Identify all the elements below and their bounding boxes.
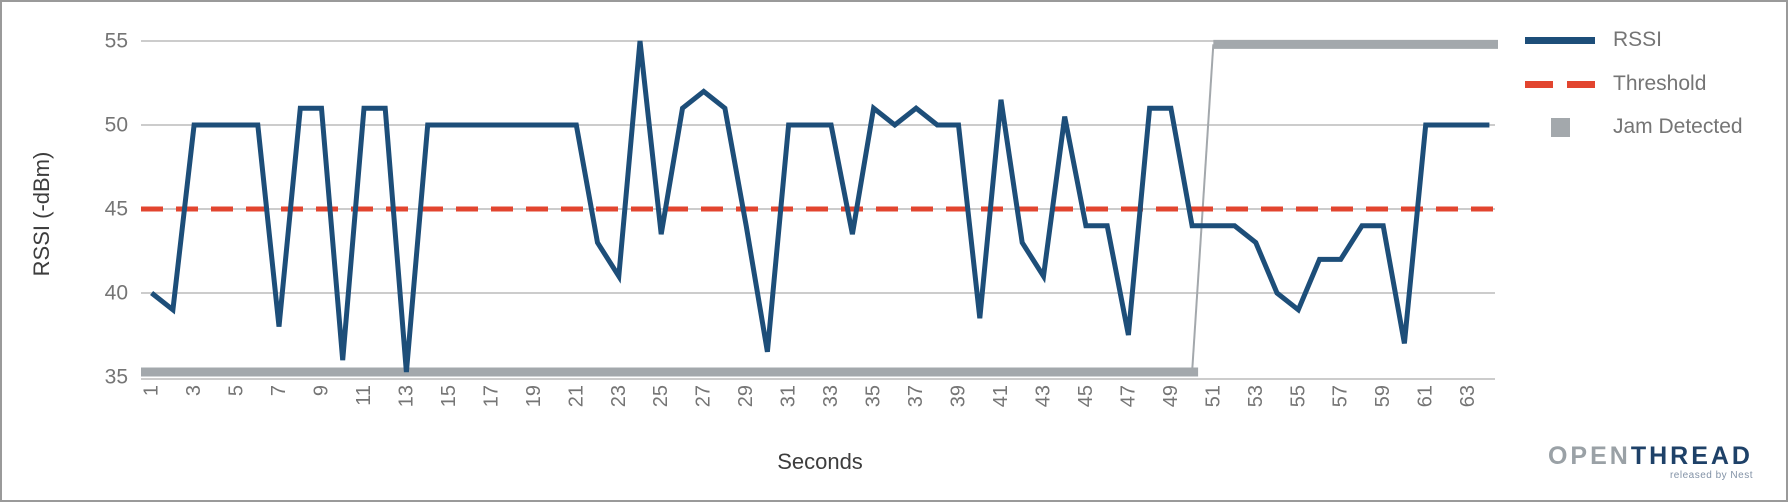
y-tick-labels: 35 40 45 50 55 — [105, 30, 128, 389]
x-tick-label: 9 — [310, 385, 332, 396]
x-tick-labels: 1 3 5 7 9 11 13 15 17 19 21 23 25 27 29 31 33 35 37 39 41 43 4… — [141, 385, 1480, 407]
x-tick-label: 25 — [650, 385, 672, 407]
x-tick-label: 23 — [608, 385, 630, 407]
x-tick-label: 13 — [395, 385, 417, 407]
y-tick-label: 55 — [105, 30, 128, 53]
x-axis-title: Seconds — [777, 449, 863, 474]
x-tick-label: 19 — [523, 385, 545, 407]
x-tick-label: 43 — [1032, 385, 1054, 407]
x-tick-label: 57 — [1330, 385, 1352, 407]
x-tick-label: 55 — [1287, 385, 1309, 407]
x-tick-label: 21 — [565, 385, 587, 407]
legend-item-threshold: Threshold — [1523, 72, 1706, 96]
x-tick-label: 61 — [1415, 385, 1437, 407]
legend-item-rssi: RSSI — [1523, 28, 1662, 52]
y-tick-label: 40 — [105, 282, 128, 305]
legend-label: Threshold — [1613, 72, 1707, 95]
gridlines — [141, 40, 1495, 294]
logo-text-open: OPEN — [1547, 442, 1631, 470]
x-tick-label: 37 — [905, 385, 927, 407]
y-axis-title: RSSI (-dBm) — [29, 151, 54, 277]
x-tick-label: 63 — [1457, 385, 1479, 407]
jam-square-swatch-icon — [1523, 117, 1597, 137]
x-tick-label: 5 — [226, 385, 248, 396]
x-tick-label: 31 — [778, 385, 800, 407]
logo-text-thread: THREAD — [1630, 442, 1753, 470]
rssi-line — [150, 40, 1490, 373]
x-tick-label: 15 — [438, 385, 460, 407]
x-tick-label: 53 — [1245, 385, 1267, 407]
y-tick-label: 45 — [105, 198, 128, 221]
x-tick-label: 29 — [735, 385, 757, 407]
x-tick-label: 49 — [1160, 385, 1182, 407]
openthread-logo: OPENTHREAD released by Nest — [1548, 444, 1753, 481]
x-tick-label: 33 — [820, 385, 842, 407]
x-tick-label: 11 — [353, 385, 375, 406]
x-tick-label: 51 — [1202, 385, 1224, 407]
logo-tagline: released by Nest — [1669, 470, 1753, 481]
x-tick-label: 7 — [268, 385, 290, 396]
threshold-dash-swatch-icon — [1523, 80, 1597, 88]
legend-label: RSSI — [1613, 28, 1663, 51]
x-tick-label: 45 — [1075, 385, 1097, 407]
x-tick-label: 1 — [141, 385, 163, 396]
x-tick-label: 59 — [1372, 385, 1394, 407]
x-tick-label: 35 — [863, 385, 885, 407]
y-tick-label: 50 — [105, 114, 128, 137]
x-tick-label: 41 — [990, 385, 1012, 407]
x-tick-label: 3 — [183, 385, 205, 396]
y-tick-label: 35 — [105, 366, 128, 389]
x-tick-label: 47 — [1117, 385, 1139, 407]
rssi-line-swatch-icon — [1523, 36, 1597, 44]
x-tick-label: 17 — [480, 385, 502, 407]
legend-item-jam-detected: Jam Detected — [1523, 115, 1743, 139]
x-tick-label: 39 — [948, 385, 970, 407]
x-tick-label: 27 — [693, 385, 715, 407]
legend-label: Jam Detected — [1613, 115, 1743, 138]
